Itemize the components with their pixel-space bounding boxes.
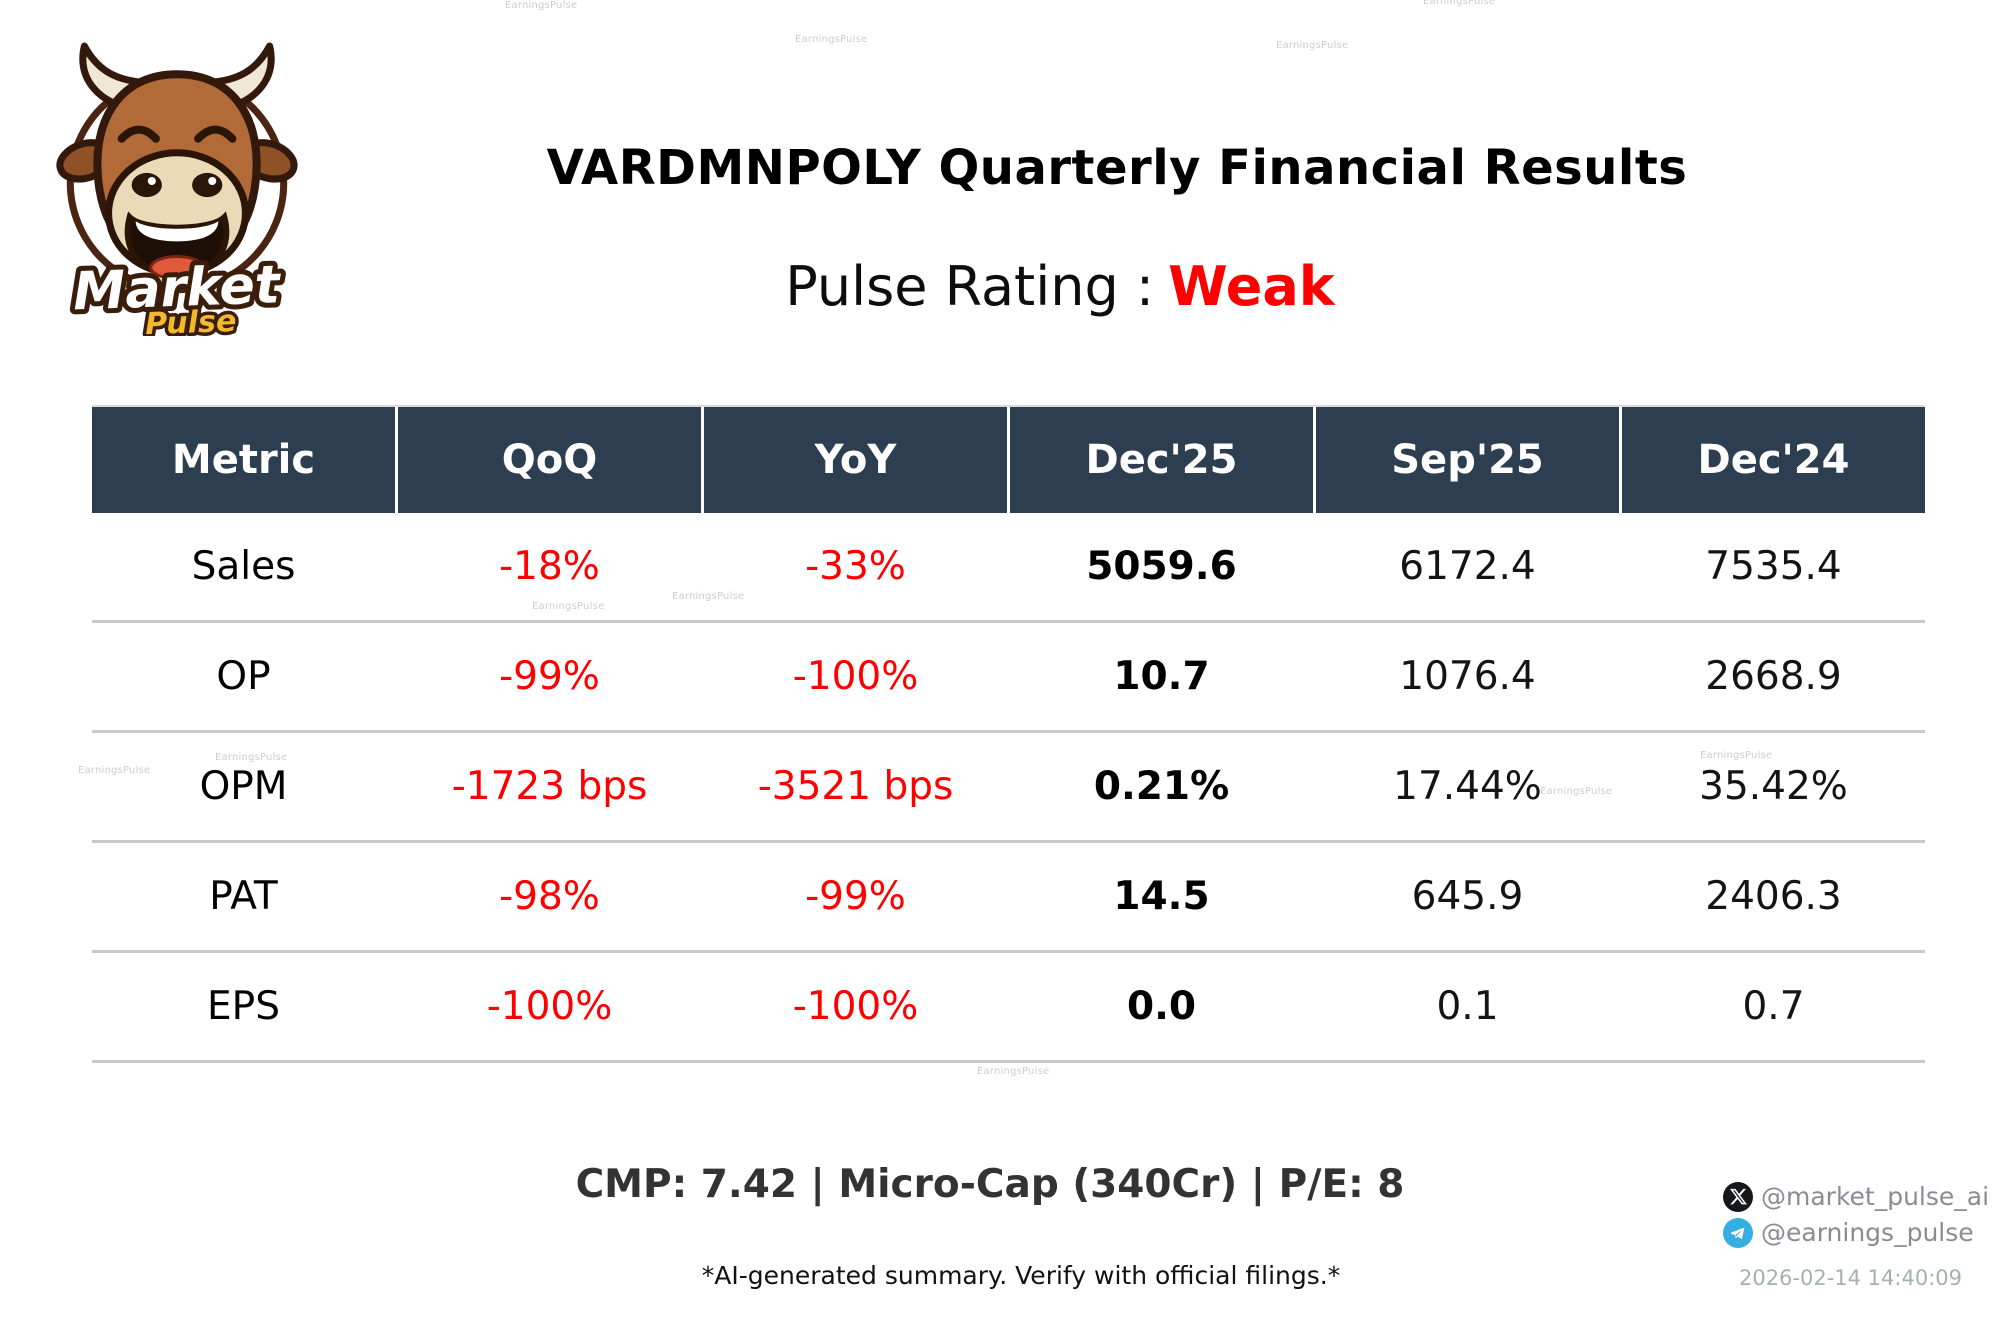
market-pulse-logo: Market Pulse bbox=[50, 34, 304, 346]
telegram-icon bbox=[1723, 1217, 1753, 1248]
yoy-value: -100% bbox=[792, 984, 919, 1029]
telegram-handle-row: @earnings_pulse bbox=[1723, 1215, 2003, 1250]
dec24-value: 2406.3 bbox=[1705, 874, 1842, 919]
metric-label: EPS bbox=[207, 984, 280, 1029]
results-table: Metric QoQ YoY Dec'25 Sep'25 Dec'24 Sale… bbox=[92, 405, 1925, 1063]
logo-text-market: Market bbox=[72, 254, 283, 322]
column-header-dec25: Dec'25 bbox=[1010, 407, 1313, 513]
telegram-handle-text: @earnings_pulse bbox=[1761, 1218, 1974, 1247]
dec25-value: 0.21% bbox=[1093, 764, 1230, 809]
column-header-metric: Metric bbox=[92, 407, 395, 513]
qoq-value: -100% bbox=[486, 984, 613, 1029]
metric-label: PAT bbox=[209, 874, 278, 919]
dec24-value: 0.7 bbox=[1742, 984, 1805, 1029]
watermark: EarningsPulse bbox=[1700, 750, 1773, 761]
sep25-value: 1076.4 bbox=[1399, 654, 1536, 699]
dec25-value: 14.5 bbox=[1113, 874, 1210, 919]
table-header-row: Metric QoQ YoY Dec'25 Sep'25 Dec'24 bbox=[92, 405, 1925, 513]
sep25-value: 17.44% bbox=[1393, 764, 1542, 809]
watermark: EarningsPulse bbox=[505, 0, 578, 11]
table-row: OPM -1723 bps -3521 bps 0.21% 17.44% 35.… bbox=[92, 733, 1925, 843]
x-handle-row: @market_pulse_ai bbox=[1723, 1179, 2003, 1214]
table-row: PAT -98% -99% 14.5 645.9 2406.3 bbox=[92, 843, 1925, 953]
column-header-sep25: Sep'25 bbox=[1316, 407, 1619, 513]
qoq-value: -99% bbox=[499, 654, 600, 699]
table-row: Sales -18% -33% 5059.6 6172.4 7535.4 bbox=[92, 513, 1925, 623]
yoy-value: -33% bbox=[805, 544, 906, 589]
metric-label: OPM bbox=[199, 764, 288, 809]
watermark: EarningsPulse bbox=[977, 1066, 1050, 1077]
table-row: OP -99% -100% 10.7 1076.4 2668.9 bbox=[92, 623, 1925, 733]
watermark: EarningsPulse bbox=[532, 601, 605, 612]
watermark: EarningsPulse bbox=[1540, 786, 1613, 797]
qoq-value: -98% bbox=[499, 874, 600, 919]
watermark: EarningsPulse bbox=[1423, 0, 1496, 7]
watermark: EarningsPulse bbox=[672, 591, 745, 602]
yoy-value: -100% bbox=[792, 654, 919, 699]
dec25-value: 0.0 bbox=[1126, 984, 1197, 1029]
watermark: EarningsPulse bbox=[215, 752, 288, 763]
dec25-value: 5059.6 bbox=[1086, 544, 1237, 589]
social-handles: @market_pulse_ai @earnings_pulse bbox=[1723, 1179, 2003, 1251]
column-header-qoq: QoQ bbox=[398, 407, 701, 513]
dec24-value: 2668.9 bbox=[1705, 654, 1842, 699]
dec24-value: 7535.4 bbox=[1705, 544, 1842, 589]
watermark: EarningsPulse bbox=[795, 34, 868, 45]
yoy-value: -99% bbox=[805, 874, 906, 919]
column-header-dec24: Dec'24 bbox=[1622, 407, 1925, 513]
dec24-value: 35.42% bbox=[1699, 764, 1848, 809]
watermark: EarningsPulse bbox=[78, 765, 151, 776]
bull-mascot-icon: Market Pulse bbox=[56, 42, 298, 346]
dec25-value: 10.7 bbox=[1113, 654, 1210, 699]
sep25-value: 0.1 bbox=[1436, 984, 1499, 1029]
x-handle-text: @market_pulse_ai bbox=[1761, 1182, 1990, 1211]
cmp-summary-line: CMP: 7.42 | Micro-Cap (340Cr) | P/E: 8 bbox=[575, 1162, 1405, 1207]
yoy-value: -3521 bps bbox=[757, 764, 954, 809]
table-row: EPS -100% -100% 0.0 0.1 0.7 bbox=[92, 953, 1925, 1063]
pulse-rating-label: Pulse Rating : bbox=[785, 255, 1155, 318]
column-header-yoy: YoY bbox=[704, 407, 1007, 513]
x-icon bbox=[1723, 1181, 1753, 1212]
metric-label: Sales bbox=[191, 544, 296, 589]
qoq-value: -18% bbox=[499, 544, 600, 589]
sep25-value: 6172.4 bbox=[1399, 544, 1536, 589]
qoq-value: -1723 bps bbox=[451, 764, 648, 809]
pulse-rating-line: Pulse Rating : Weak bbox=[210, 256, 1910, 318]
sep25-value: 645.9 bbox=[1411, 874, 1524, 919]
metric-label: OP bbox=[216, 654, 271, 699]
timestamp: 2026-02-14 14:40:09 bbox=[1738, 1266, 1963, 1290]
watermark: EarningsPulse bbox=[1276, 40, 1349, 51]
page-title: VARDMNPOLY Quarterly Financial Results bbox=[546, 140, 1688, 196]
pulse-rating-value: Weak bbox=[1168, 255, 1335, 318]
ai-disclaimer: *AI-generated summary. Verify with offic… bbox=[701, 1261, 1341, 1290]
